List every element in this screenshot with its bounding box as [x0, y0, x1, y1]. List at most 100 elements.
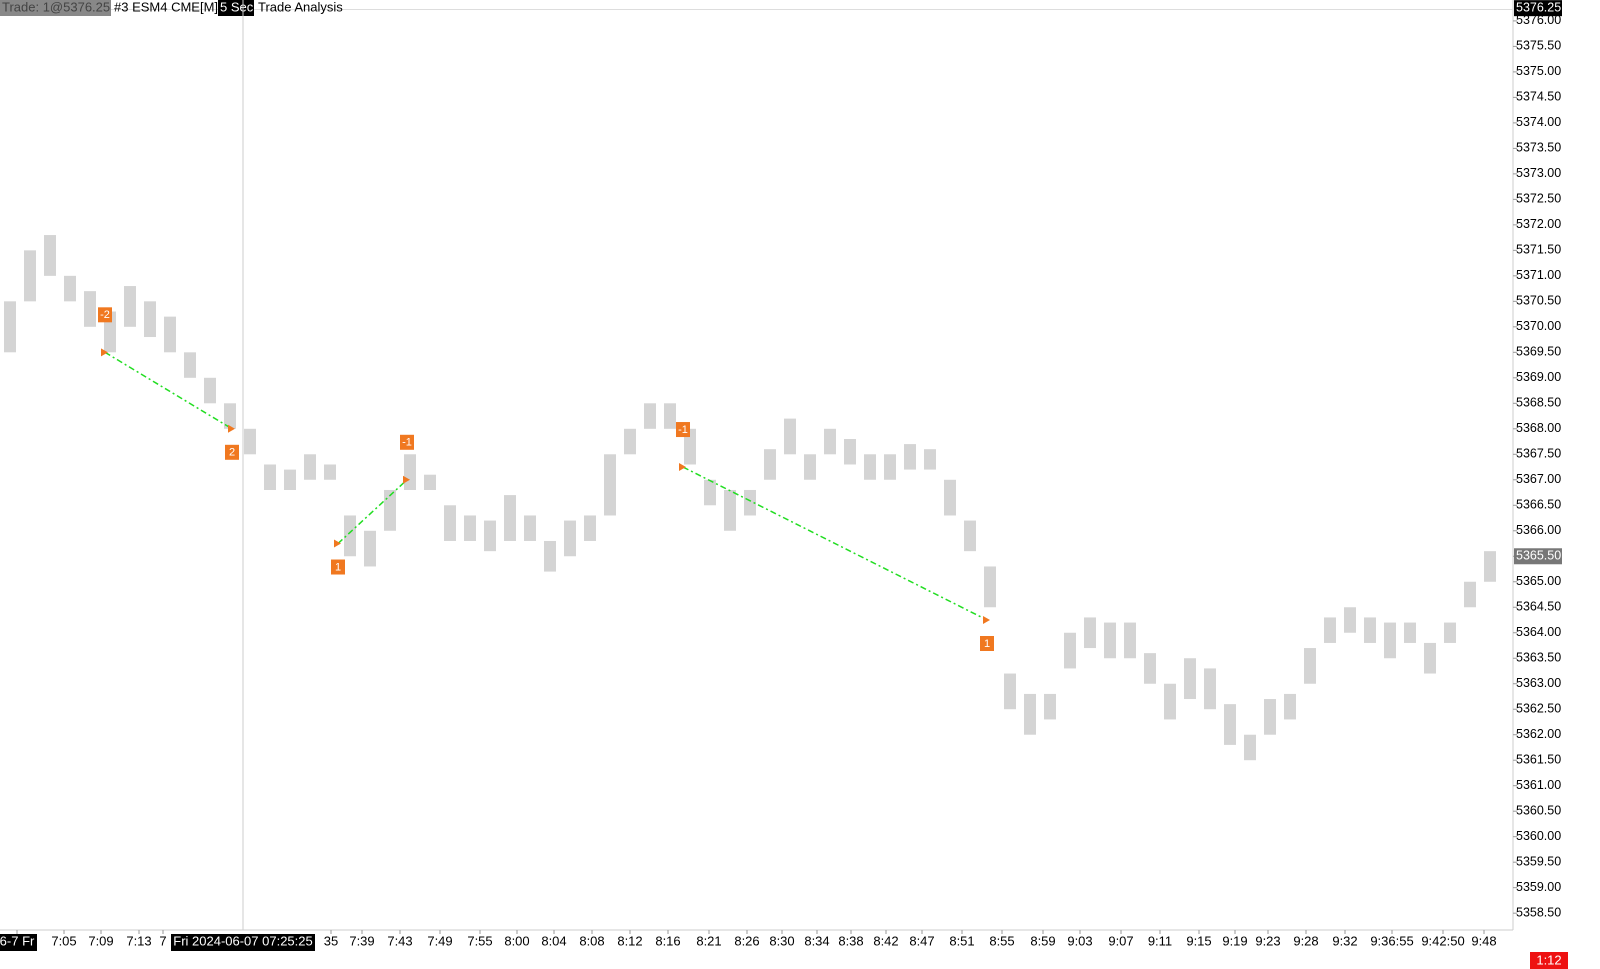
y-tick-label: 5358.50 — [1516, 905, 1561, 919]
x-tick-label: 8:38 — [838, 933, 863, 948]
qty-label: -1 — [402, 437, 412, 449]
x-tick-label: 6-7 Fr — [0, 933, 35, 948]
price-bar — [184, 352, 196, 378]
study-name: Trade Analysis — [258, 0, 343, 14]
x-tick-label: 8:21 — [696, 933, 721, 948]
bar-timer: 1:12 — [1536, 952, 1561, 967]
trade-badge — [0, 0, 111, 16]
y-tick-label: 5362.50 — [1516, 702, 1561, 716]
price-bar — [1244, 734, 1256, 761]
price-bar — [384, 489, 396, 531]
price-bar — [364, 530, 376, 567]
price-bar — [1324, 617, 1336, 643]
x-tick-label: 8:08 — [579, 933, 604, 948]
price-bar — [304, 454, 316, 480]
price-bar — [24, 250, 36, 302]
price-bar — [724, 489, 736, 531]
qty-badge — [98, 307, 112, 323]
y-tick-label: 5359.00 — [1516, 880, 1561, 894]
x-tick-label: 9:48 — [1471, 933, 1496, 948]
price-bar — [944, 479, 956, 516]
qty-label: 1 — [984, 638, 990, 650]
price-bar — [604, 454, 616, 516]
y-tick-label: 5374.00 — [1516, 115, 1561, 129]
price-bar — [1124, 622, 1136, 659]
price-bar — [84, 291, 96, 327]
price-bar — [904, 444, 916, 470]
price-bar — [144, 301, 156, 338]
price-bar — [1304, 648, 1316, 684]
x-tick-label: 8:16 — [655, 933, 680, 948]
x-tick-label: 8:34 — [804, 933, 829, 948]
price-bar — [984, 566, 996, 608]
trade-text: Trade: 1@5376.25 — [2, 0, 110, 14]
y-tick-label: 5371.00 — [1516, 268, 1561, 282]
trade-marker — [101, 348, 108, 357]
x-tick-label: 8:04 — [541, 933, 566, 948]
x-tick-label: 9:15 — [1186, 933, 1211, 948]
trade-line — [682, 466, 988, 621]
y-tick-label: 5375.00 — [1516, 64, 1561, 78]
y-tick-label: 5364.00 — [1516, 625, 1561, 639]
price-bar — [1044, 693, 1056, 720]
y-tick-label: 5368.00 — [1516, 421, 1561, 435]
x-tick-label: 9:19 — [1222, 933, 1247, 948]
symbol: #3 ESM4 CME[M] — [114, 0, 218, 14]
price-bar — [444, 505, 456, 541]
y-tick-label: 5361.00 — [1516, 778, 1561, 792]
price-bar — [1404, 622, 1416, 643]
price-bar — [524, 515, 536, 541]
crosshair-price-badge — [1514, 0, 1562, 17]
qty-badge — [400, 434, 414, 450]
x-tick-label: 8:55 — [989, 933, 1014, 948]
y-tick-label: 5369.00 — [1516, 370, 1561, 384]
price-bar — [1364, 617, 1376, 643]
x-tick-label: 8:00 — [504, 933, 529, 948]
price-bar — [744, 489, 756, 516]
y-tick-label: 5363.00 — [1516, 676, 1561, 690]
price-bar — [864, 454, 876, 480]
cursor-badge — [171, 934, 315, 951]
x-tick-label: 9:07 — [1108, 933, 1133, 948]
y-tick-label: 5362.00 — [1516, 727, 1561, 741]
price-bar — [124, 286, 136, 327]
price-bar — [1344, 607, 1356, 633]
price-bar — [1384, 622, 1396, 659]
x-tick-label: 8:51 — [949, 933, 974, 948]
y-tick-label: 5364.50 — [1516, 600, 1561, 614]
price-bar — [464, 515, 476, 541]
qty-badge — [331, 559, 345, 575]
x-tick-label: 9:23 — [1255, 933, 1280, 948]
y-tick-label: 5366.50 — [1516, 498, 1561, 512]
qty-label: -1 — [678, 424, 688, 436]
interval: 5 Sec — [220, 0, 254, 14]
price-bar — [1024, 693, 1036, 735]
y-tick-label: 5369.50 — [1516, 345, 1561, 359]
y-tick-label: 5372.50 — [1516, 192, 1561, 206]
price-bar — [924, 449, 936, 470]
price-bar — [1264, 699, 1276, 735]
y-tick-label: 5370.00 — [1516, 319, 1561, 333]
price-bar — [1284, 693, 1296, 720]
price-bar — [44, 235, 56, 276]
price-bar — [764, 449, 776, 480]
price-bar — [504, 495, 516, 541]
x-tick-label: 7:39 — [349, 933, 374, 948]
price-bar — [1204, 668, 1216, 710]
price-bar — [264, 464, 276, 490]
y-tick-label: 5360.00 — [1516, 829, 1561, 843]
y-tick-label: 5361.50 — [1516, 753, 1561, 767]
qty-label: -2 — [100, 309, 110, 321]
price-bar — [1224, 704, 1236, 745]
price-bar — [404, 454, 416, 490]
price-bar — [64, 275, 76, 302]
price-bar — [844, 438, 856, 465]
qty-label: 1 — [335, 561, 341, 573]
x-tick-label: 9:42:50 — [1421, 933, 1464, 948]
price-bar — [644, 403, 656, 429]
trade-line — [337, 479, 408, 545]
y-tick-label: 5370.50 — [1516, 294, 1561, 308]
last-price-badge — [1514, 548, 1562, 565]
